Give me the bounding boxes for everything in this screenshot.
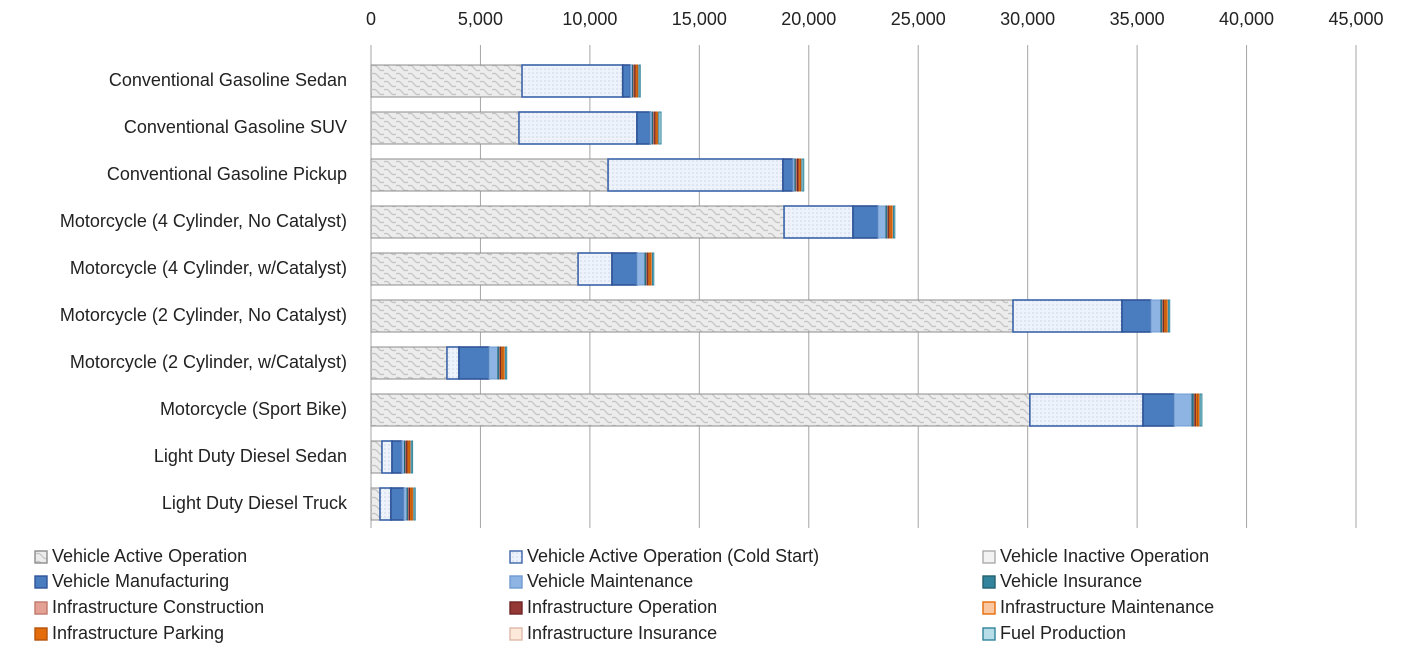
x-tick-label: 15,000 [672, 9, 727, 29]
bar-segment [370, 205, 785, 239]
legend-label: Vehicle Maintenance [527, 571, 693, 591]
bar-segment [370, 487, 381, 521]
bar-segment [1167, 299, 1171, 333]
bar-segment [370, 64, 523, 98]
bar-segment [1012, 299, 1123, 333]
bar-segment [413, 487, 416, 521]
bar-segment [488, 346, 499, 380]
bar-segment [1173, 393, 1193, 427]
bar-segment [1121, 299, 1152, 333]
legend-swatch [982, 627, 996, 641]
x-tick-label: 5,000 [458, 9, 503, 29]
bar-segment [370, 111, 520, 145]
bar-segment [391, 440, 403, 474]
bar-segment [410, 440, 414, 474]
bar-segment [877, 205, 887, 239]
bar-segment [636, 252, 646, 286]
bar-segment [381, 440, 393, 474]
legend-label: Infrastructure Construction [52, 597, 264, 617]
bar-segment [518, 111, 638, 145]
legend-label: Infrastructure Maintenance [1000, 597, 1214, 617]
bar-segment [379, 487, 392, 521]
legend-label: Vehicle Manufacturing [52, 571, 229, 591]
x-tick-label: 30,000 [1000, 9, 1055, 29]
bar-segment [783, 205, 854, 239]
bar-segment [892, 205, 896, 239]
bar-segment [1199, 393, 1203, 427]
legend-swatch [982, 601, 996, 615]
bar-segment [370, 299, 1014, 333]
legend-label: Vehicle Insurance [1000, 571, 1142, 591]
x-tick-label: 45,000 [1328, 9, 1383, 29]
bar-segment [651, 252, 655, 286]
legend-swatch [509, 575, 523, 589]
bar-segment [621, 64, 632, 98]
bar-segment [1029, 393, 1144, 427]
bar-segment [782, 158, 794, 192]
x-tick-label: 40,000 [1219, 9, 1274, 29]
legend-swatch [34, 575, 48, 589]
legend-label: Fuel Production [1000, 623, 1126, 643]
bar-segment [390, 487, 405, 521]
x-tick-label: 20,000 [781, 9, 836, 29]
y-tick-label: Motorcycle (2 Cylinder, w/Catalyst) [70, 352, 347, 372]
legend-swatch [34, 550, 48, 564]
legend-swatch [34, 627, 48, 641]
y-tick-label: Conventional Gasoline Sedan [109, 70, 347, 90]
bar-segment [370, 440, 383, 474]
bar-segment [577, 252, 613, 286]
legend-label: Vehicle Active Operation [52, 546, 247, 566]
legend-swatch [509, 601, 523, 615]
bar-segment [638, 64, 641, 98]
bar-segment [636, 111, 651, 145]
y-tick-label: Motorcycle (4 Cylinder, No Catalyst) [60, 211, 347, 231]
legend-swatch [509, 550, 523, 564]
bar-segment [446, 346, 460, 380]
bar-segment [458, 346, 490, 380]
bar-segment [504, 346, 508, 380]
bar-segment [1142, 393, 1175, 427]
legend-label: Vehicle Active Operation (Cold Start) [527, 546, 819, 566]
x-tick-label: 25,000 [891, 9, 946, 29]
bar-segment [370, 346, 448, 380]
y-tick-label: Motorcycle (Sport Bike) [160, 399, 347, 419]
x-tick-label: 0 [366, 9, 376, 29]
x-tick-label: 10,000 [562, 9, 617, 29]
bar-segment [370, 393, 1031, 427]
bar-segment [370, 252, 579, 286]
bar-segment [852, 205, 879, 239]
y-tick-label: Conventional Gasoline SUV [124, 117, 347, 137]
y-tick-label: Light Duty Diesel Sedan [154, 446, 347, 466]
legend-swatch [982, 550, 996, 564]
y-tick-label: Motorcycle (2 Cylinder, No Catalyst) [60, 305, 347, 325]
bar-segment [611, 252, 638, 286]
y-tick-label: Conventional Gasoline Pickup [107, 164, 347, 184]
legend-swatch [982, 575, 996, 589]
legend-label: Infrastructure Operation [527, 597, 717, 617]
bar-segment [801, 158, 805, 192]
legend-swatch [34, 601, 48, 615]
legend-label: Infrastructure Insurance [527, 623, 717, 643]
legend-label: Infrastructure Parking [52, 623, 224, 643]
x-tick-label: 35,000 [1110, 9, 1165, 29]
y-tick-label: Light Duty Diesel Truck [162, 493, 348, 513]
bar-segment [1150, 299, 1162, 333]
y-tick-label: Motorcycle (4 Cylinder, w/Catalyst) [70, 258, 347, 278]
legend-label: Vehicle Inactive Operation [1000, 546, 1209, 566]
bar-segment [370, 158, 609, 192]
legend-swatch [509, 627, 523, 641]
bar-segment [658, 111, 662, 145]
bar-segment [521, 64, 624, 98]
bar-segment [607, 158, 784, 192]
